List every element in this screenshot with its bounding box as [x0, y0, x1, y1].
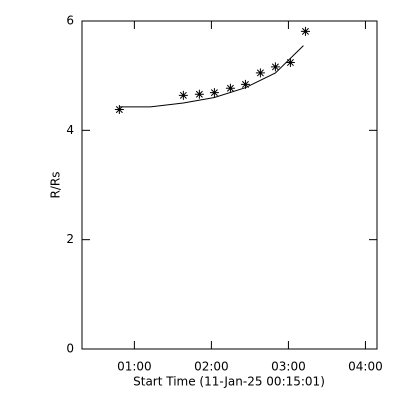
x-tick-label: 02:00	[194, 360, 229, 374]
asterisk-marker	[240, 79, 250, 89]
x-tick-label: 03:00	[271, 360, 306, 374]
asterisk-marker	[255, 68, 265, 78]
y-tick-label: 2	[66, 232, 74, 246]
asterisk-marker	[114, 105, 124, 115]
y-axis-label: R/Rs	[49, 172, 63, 199]
x-tick-label: 01:00	[117, 360, 152, 374]
asterisk-marker	[178, 90, 188, 100]
asterisk-marker	[270, 62, 280, 72]
y-tick-label: 6	[66, 14, 74, 28]
asterisk-marker	[209, 88, 219, 98]
y-tick-label: 4	[66, 123, 74, 137]
y-tick-label: 0	[66, 342, 74, 356]
asterisk-marker	[285, 58, 295, 68]
x-tick-label: 04:00	[348, 360, 383, 374]
fit-line	[119, 45, 304, 108]
x-axis-label: Start Time (11-Jan-25 00:15:01)	[133, 375, 325, 389]
asterisk-marker	[300, 26, 310, 36]
asterisk-marker	[194, 89, 204, 99]
plot-frame	[81, 20, 378, 350]
asterisk-marker	[225, 83, 235, 93]
